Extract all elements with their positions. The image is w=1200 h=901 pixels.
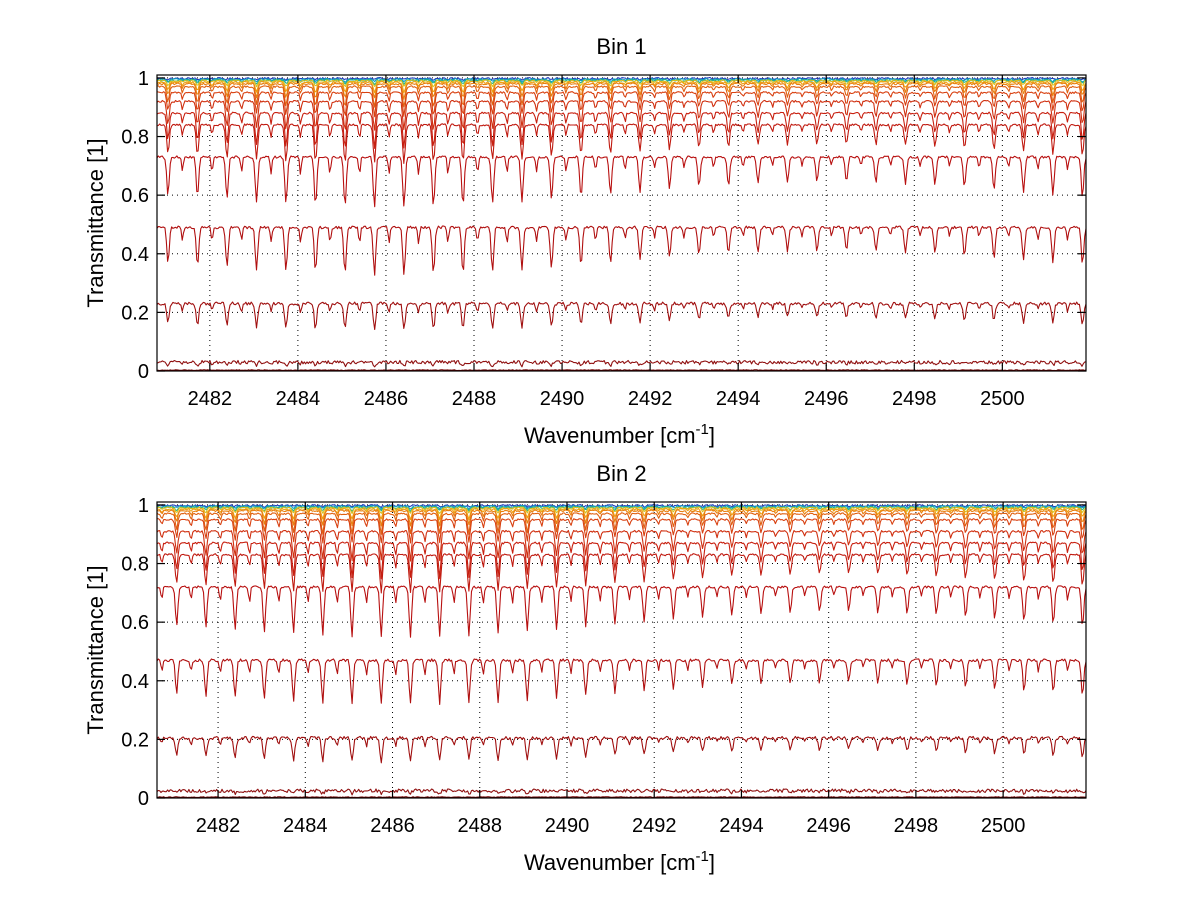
y-tick-label: 0.4 <box>121 671 149 693</box>
x-tick-label: 2494 <box>716 388 761 410</box>
series-line-red-3 <box>156 541 1087 580</box>
series-line-red-8 <box>156 359 1087 368</box>
series-line-red-7 <box>156 735 1087 764</box>
series-line-yellow <box>156 79 1087 88</box>
series-line-red-8 <box>156 788 1087 796</box>
axes-frame <box>156 74 1087 372</box>
y-tick-label: 0.6 <box>121 612 149 634</box>
x-tick-label: 2490 <box>545 815 590 837</box>
x-axis-title-superscript: -1 <box>696 848 709 865</box>
y-tick-label: 0.2 <box>121 302 149 324</box>
x-tick-label: 2490 <box>540 388 585 410</box>
x-axis-title-superscript: -1 <box>696 421 709 438</box>
x-tick-label: 2484 <box>276 388 321 410</box>
series-line-red-4 <box>156 123 1087 164</box>
x-tick-label: 2488 <box>458 815 503 837</box>
x-tick-label: 2486 <box>364 388 409 410</box>
series-line-cyan <box>156 77 1087 83</box>
chart-title: Bin 2 <box>596 461 646 486</box>
series-line-orange-1 <box>156 507 1087 521</box>
axes-frame <box>156 501 1087 799</box>
x-axis-title-main: Wavenumber [cm <box>524 850 696 875</box>
x-tick-label: 2482 <box>188 388 233 410</box>
y-axis-title: Transmittance [1] <box>83 565 108 734</box>
series-line-blue <box>156 504 1087 509</box>
series-line-red-2 <box>156 99 1087 131</box>
series-group <box>156 77 1087 372</box>
x-tick-label: 2500 <box>981 815 1026 837</box>
series-line-red-5 <box>156 155 1087 208</box>
y-axis-title: Transmittance [1] <box>83 138 108 307</box>
series-line-red-7 <box>156 301 1087 331</box>
series-line-red-5 <box>156 585 1087 638</box>
x-tick-label: 2498 <box>892 388 937 410</box>
x-axis-title: Wavenumber [cm-1] <box>524 848 715 875</box>
x-axis-title: Wavenumber [cm-1] <box>524 421 715 448</box>
y-tick-label: 0.2 <box>121 729 149 751</box>
y-tick-label: 0.6 <box>121 185 149 207</box>
x-tick-label: 2486 <box>370 815 415 837</box>
x-axis-title-main: Wavenumber [cm <box>524 423 696 448</box>
series-line-orange-2 <box>156 82 1087 100</box>
series-line-red-6 <box>156 225 1087 276</box>
series-line-red-3 <box>156 111 1087 150</box>
series-line-red-1 <box>156 91 1087 118</box>
y-tick-label: 0 <box>138 788 149 810</box>
x-tick-label: 2494 <box>719 815 764 837</box>
x-tick-label: 2484 <box>283 815 328 837</box>
y-tick-label: 0.8 <box>121 554 149 576</box>
series-line-red-6 <box>156 658 1087 706</box>
series-line-red-1 <box>157 518 1087 544</box>
x-tick-label: 2482 <box>196 815 241 837</box>
series-line-orange-3 <box>156 85 1087 108</box>
y-tick-label: 0.4 <box>121 244 149 266</box>
series-line-red-2 <box>156 529 1087 562</box>
x-tick-label: 2496 <box>804 388 849 410</box>
x-axis-title-suffix: ] <box>709 423 715 448</box>
x-tick-label: 2488 <box>452 388 497 410</box>
series-line-dark-red <box>156 796 1087 799</box>
x-axis-title-suffix: ] <box>709 850 715 875</box>
x-tick-label: 2500 <box>980 388 1025 410</box>
series-line-orange-2 <box>156 509 1087 527</box>
series-line-orange-3 <box>156 512 1087 535</box>
x-tick-label: 2496 <box>806 815 851 837</box>
x-tick-label: 2492 <box>632 815 677 837</box>
series-group <box>156 504 1087 799</box>
chart-panel-2: 2482 2484 2486 2488 2490 2492 2494 2496 2498 2500… <box>83 461 1087 875</box>
chart-title: Bin 1 <box>596 34 646 59</box>
y-tick-label: 0.8 <box>121 127 149 149</box>
y-tick-label: 1 <box>138 495 149 517</box>
x-tick-label: 2498 <box>894 815 939 837</box>
x-tick-label: 2492 <box>628 388 673 410</box>
series-line-red-4 <box>156 553 1087 594</box>
y-tick-label: 0 <box>138 361 149 383</box>
series-line-dark-red <box>157 369 1087 372</box>
chart-panel-1: 2482 2484 2486 2488 2490 2492 2494 2496 2498 2500… <box>83 34 1087 448</box>
y-tick-label: 1 <box>138 68 149 90</box>
series-line-teal <box>156 505 1087 513</box>
